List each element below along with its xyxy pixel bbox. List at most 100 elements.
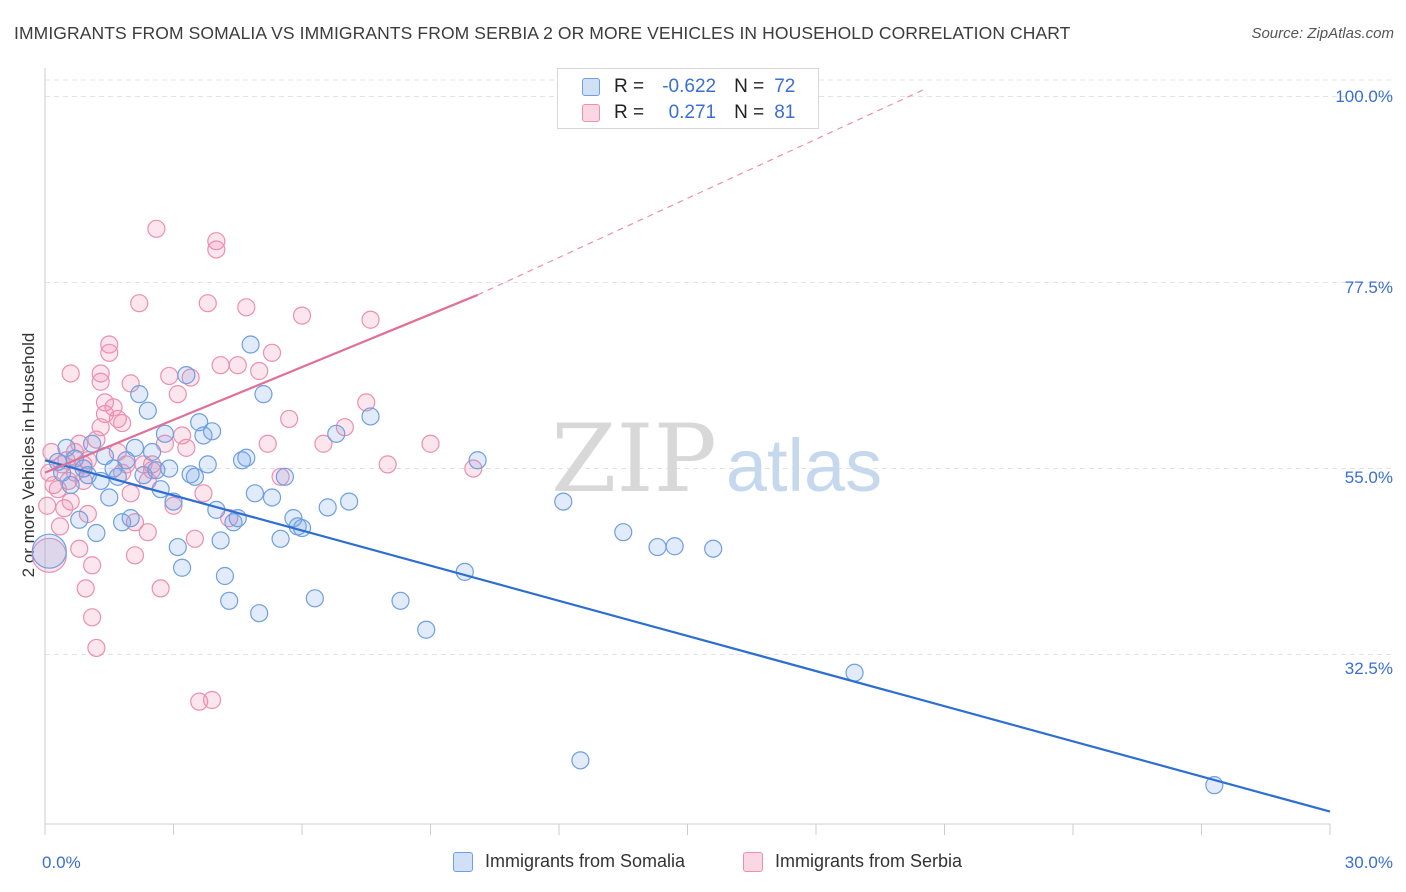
serbia-point xyxy=(100,335,119,354)
serbia-point xyxy=(91,364,110,383)
serbia-point xyxy=(155,434,175,453)
somalia-point xyxy=(254,385,273,404)
somalia-point xyxy=(100,488,119,507)
somalia-point xyxy=(117,451,136,470)
serbia-point xyxy=(177,438,196,457)
serbia-point xyxy=(83,556,102,575)
serbia-point xyxy=(151,579,170,598)
somalia-point xyxy=(112,513,132,532)
correlation-legend: R = -0.622 N = 72 R = 0.271 N = 81 xyxy=(557,68,819,129)
somalia-point xyxy=(704,539,723,558)
serbia-point xyxy=(314,434,333,453)
somalia-point xyxy=(417,620,436,639)
somalia-point xyxy=(125,438,145,457)
somalia-point xyxy=(250,604,269,623)
y-tick-label: 100.0% xyxy=(1335,87,1393,106)
somalia-point xyxy=(130,385,149,404)
somalia-point xyxy=(262,488,282,507)
serbia-point xyxy=(464,459,483,478)
grid-lines xyxy=(45,79,1392,656)
somalia-point xyxy=(468,451,487,470)
serbia-point xyxy=(228,356,247,375)
serbia-point xyxy=(357,393,376,412)
serbia-point xyxy=(83,608,102,627)
serbia-points xyxy=(31,219,483,711)
somalia-point xyxy=(155,424,175,443)
somalia-point-large xyxy=(31,533,67,569)
legend-n-label: N = xyxy=(734,76,765,97)
somalia-point xyxy=(211,531,230,550)
serbia-point xyxy=(198,294,217,313)
somalia-points xyxy=(31,335,1224,795)
somalia-point xyxy=(361,407,380,426)
serbia-point xyxy=(55,499,74,518)
watermark: ZIP atlas xyxy=(551,405,882,514)
legend-row-serbia: R = 0.271 N = 81 xyxy=(582,101,795,125)
serbia-point xyxy=(61,364,80,383)
somalia-point xyxy=(177,366,196,385)
somalia-point xyxy=(198,455,217,474)
serbia-point xyxy=(38,496,57,515)
series-legend-somalia[interactable]: Immigrants from Somalia xyxy=(453,851,685,872)
serbia-point xyxy=(207,232,226,251)
somalia-point xyxy=(168,537,187,557)
legend-r-label: R = xyxy=(614,102,645,123)
serbia-point xyxy=(271,467,290,486)
serbia-trend-line xyxy=(44,293,479,474)
serbia-point xyxy=(61,492,80,511)
source-label: Source: ZipAtlas.com xyxy=(1251,25,1394,42)
serbia-point xyxy=(211,356,230,375)
serbia-point xyxy=(168,385,187,404)
serbia-point xyxy=(421,434,440,453)
serbia-point xyxy=(262,343,282,362)
somalia-point xyxy=(271,529,290,548)
serbia-point xyxy=(185,529,205,548)
serbia-point xyxy=(280,409,299,429)
somalia-point xyxy=(237,448,256,467)
somalia-point xyxy=(391,591,410,610)
somalia-point xyxy=(185,467,205,486)
legend-n-value: 72 xyxy=(774,76,796,97)
serbia-point xyxy=(250,361,269,381)
legend-swatch-somalia xyxy=(582,78,600,96)
serbia-point xyxy=(76,579,95,598)
serbia-point xyxy=(138,523,157,542)
legend-r-value: 0.271 xyxy=(668,102,717,123)
serbia-point xyxy=(194,484,213,503)
serbia-point xyxy=(125,546,145,565)
legend-r-value: -0.622 xyxy=(662,76,717,97)
somalia-point xyxy=(104,459,123,478)
x-tick-label-min: 0.0% xyxy=(42,853,81,872)
series-label-serbia: Immigrants from Serbia xyxy=(775,851,963,871)
somalia-point xyxy=(138,401,157,420)
series-swatch-serbia xyxy=(743,851,763,872)
serbia-point xyxy=(87,638,106,658)
serbia-point xyxy=(202,690,222,710)
serbia-point xyxy=(121,484,140,503)
somalia-point xyxy=(202,422,222,441)
somalia-point xyxy=(160,459,179,478)
serbia-point xyxy=(70,539,89,558)
legend-n-value: 81 xyxy=(774,102,796,123)
somalia-point xyxy=(194,426,213,445)
serbia-point xyxy=(361,310,380,329)
legend-row-somalia: R = -0.622 N = 72 xyxy=(582,75,795,99)
serbia-trend-extension xyxy=(477,89,924,296)
series-legend-serbia[interactable]: Immigrants from Serbia xyxy=(743,851,962,872)
somalia-point xyxy=(215,566,234,586)
serbia-point xyxy=(237,298,256,317)
somalia-point xyxy=(845,663,864,682)
somalia-point xyxy=(340,492,359,511)
serbia-point xyxy=(164,496,183,515)
somalia-point xyxy=(648,537,667,557)
serbia-point xyxy=(258,434,277,453)
somalia-point xyxy=(121,509,140,528)
series-legend: Immigrants from Somalia Immigrants from … xyxy=(0,851,1406,879)
somalia-point xyxy=(70,510,89,529)
somalia-point xyxy=(305,589,324,608)
legend-r-label: R = xyxy=(614,76,645,97)
somalia-point xyxy=(614,523,633,542)
serbia-point xyxy=(42,442,61,462)
serbia-point xyxy=(95,393,115,412)
